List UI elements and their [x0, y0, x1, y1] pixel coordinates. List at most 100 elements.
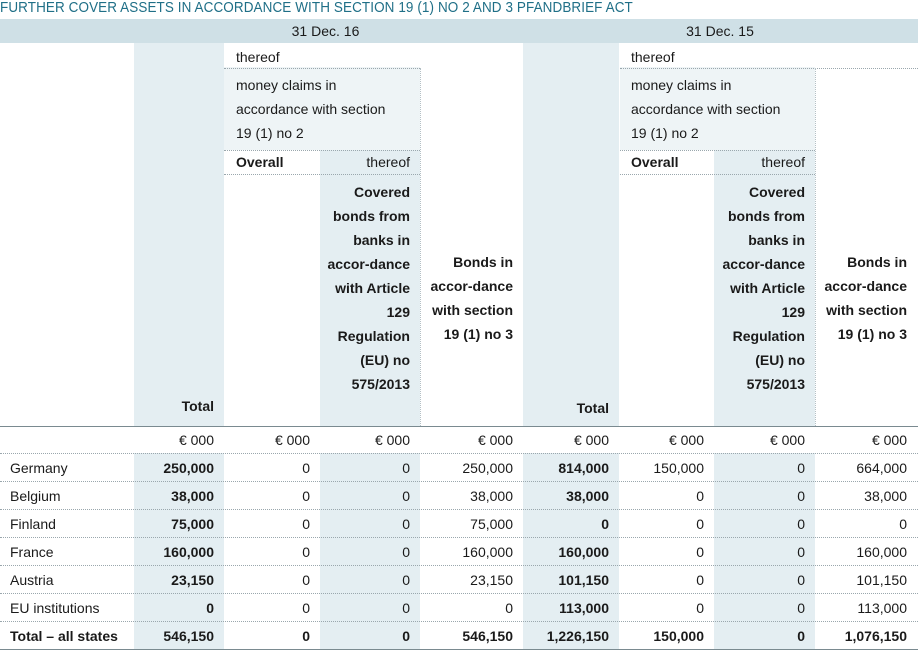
row-divider: [0, 593, 918, 594]
covered-bonds-label-16: Covered bonds from banks in accor-dance …: [327, 184, 410, 392]
table-cell: 75,000: [470, 516, 513, 532]
table-cell: 0: [696, 544, 704, 560]
col-bg-total-15-body: [523, 453, 619, 650]
period-2015: 31 Dec. 15: [686, 23, 754, 39]
table-cell: 160,000: [558, 544, 609, 560]
row-label: Finland: [10, 516, 56, 532]
row-divider: [0, 565, 918, 566]
table-cell: 0: [302, 516, 310, 532]
thereof-label-15: thereof: [631, 49, 675, 65]
table-cell: 160,000: [856, 544, 907, 560]
unit-cell: € 000: [477, 432, 513, 448]
unit-cell: € 000: [668, 432, 704, 448]
unit-cell: € 000: [871, 432, 907, 448]
total-row-label: Total – all states: [10, 628, 118, 644]
table-cell: 0: [899, 516, 907, 532]
divider: [620, 150, 815, 151]
table-cell: 101,150: [856, 572, 907, 588]
table-cell: 0: [797, 628, 805, 644]
money-claims-label-15: money claims in accordance with section …: [631, 77, 781, 141]
divider: [620, 68, 918, 69]
table-cell: 814,000: [558, 460, 609, 476]
bonds-section-label-16: Bonds in accor-dance with section 19 (1)…: [430, 254, 513, 342]
period-2016: 31 Dec. 16: [291, 23, 360, 39]
table-cell: 0: [206, 600, 214, 616]
table-cell: 546,150: [462, 628, 513, 644]
col-bg-total-16: [134, 43, 224, 426]
table-cell: 0: [302, 460, 310, 476]
row-label: Austria: [10, 572, 54, 588]
col-bg-total-16-body: [134, 453, 224, 650]
table-cell: 75,000: [171, 516, 214, 532]
unit-cell: € 000: [573, 432, 609, 448]
divider: [0, 426, 918, 427]
unit-cell: € 000: [769, 432, 805, 448]
total-label-16: Total: [181, 398, 214, 414]
table-cell: 0: [402, 488, 410, 504]
table-cell: 0: [797, 600, 805, 616]
table-cell: 0: [505, 600, 513, 616]
thereof-sub-label-15: thereof: [761, 154, 805, 170]
table-cell: 101,150: [558, 572, 609, 588]
table-cell: 113,000: [559, 600, 609, 616]
table-cell: 113,000: [857, 600, 907, 616]
table-cell: 0: [402, 628, 410, 644]
table-cell: 0: [402, 572, 410, 588]
table-cell: 0: [402, 544, 410, 560]
divider: [620, 174, 815, 175]
overall-label-16: Overall: [236, 154, 284, 170]
table-cell: 23,150: [171, 572, 214, 588]
table-cell: 0: [696, 488, 704, 504]
money-claims-label-16: money claims in accordance with section …: [236, 77, 386, 141]
bonds-section-label-15: Bonds in accor-dance with section 19 (1)…: [824, 254, 907, 342]
col-bg-covered-16-body: [320, 453, 420, 650]
thereof-label-16: thereof: [236, 49, 280, 65]
table-cell: 0: [797, 488, 805, 504]
row-divider: [0, 453, 918, 454]
table-cell: 38,000: [566, 488, 609, 504]
table-cell: 150,000: [653, 460, 704, 476]
divider: [224, 68, 420, 69]
row-label: Belgium: [10, 488, 61, 504]
table-cell: 38,000: [470, 488, 513, 504]
table-cell: 160,000: [462, 544, 513, 560]
divider: [815, 68, 816, 426]
table-cell: 664,000: [856, 460, 907, 476]
table-cell: 0: [696, 600, 704, 616]
table-cell: 250,000: [163, 460, 214, 476]
total-label-15: Total: [576, 400, 609, 416]
table-cell: 0: [302, 572, 310, 588]
row-divider: [0, 621, 918, 622]
table-cell: 0: [797, 460, 805, 476]
divider: [224, 174, 420, 175]
money-claims-bg-16: [224, 67, 420, 150]
row-label: Germany: [10, 460, 68, 476]
unit-cell: € 000: [374, 432, 410, 448]
col-bg-covered-16: [320, 150, 420, 426]
row-divider: [0, 537, 918, 538]
table-cell: 0: [797, 572, 805, 588]
table-title: FURTHER COVER ASSETS IN ACCORDANCE WITH …: [0, 0, 633, 16]
table-cell: 1,226,150: [546, 628, 609, 644]
table-cell: 0: [601, 516, 609, 532]
money-claims-bg-15: [620, 67, 815, 150]
unit-cell: € 000: [274, 432, 310, 448]
col-bg-total-15: [523, 43, 619, 426]
table-cell: 0: [302, 488, 310, 504]
table-cell: 0: [302, 544, 310, 560]
row-label: France: [10, 544, 54, 560]
covered-bonds-label-15: Covered bonds from banks in accor-dance …: [722, 184, 805, 392]
thereof-sub-label-16: thereof: [366, 154, 410, 170]
table-cell: 0: [402, 516, 410, 532]
table-cell: 0: [696, 572, 704, 588]
col-bg-covered-15-body: [714, 453, 815, 650]
table-cell: 546,150: [163, 628, 214, 644]
period-header-bar: 31 Dec. 16 31 Dec. 15: [0, 19, 918, 43]
col-bg-covered-15: [714, 150, 815, 426]
row-divider: [0, 509, 918, 510]
row-label: EU institutions: [10, 600, 100, 616]
table-cell: 0: [302, 628, 310, 644]
overall-label-15: Overall: [631, 154, 679, 170]
table-cell: 38,000: [864, 488, 907, 504]
table-cell: 0: [402, 600, 410, 616]
